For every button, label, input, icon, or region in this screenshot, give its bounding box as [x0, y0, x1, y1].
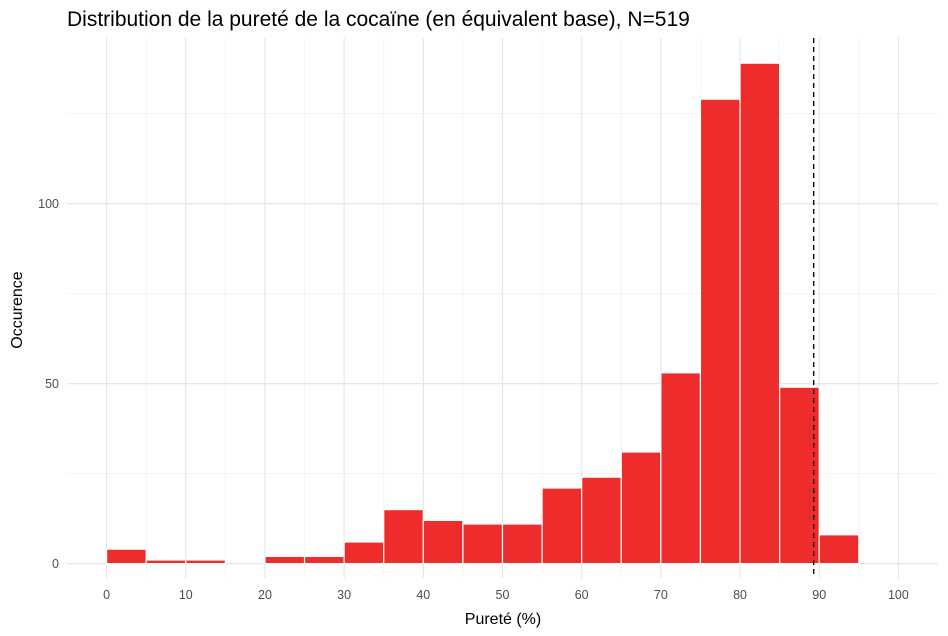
y-axis-title: Occurence [9, 271, 26, 348]
histogram-bar [620, 451, 662, 565]
x-tick-label: 70 [654, 588, 668, 602]
histogram-bar [501, 523, 543, 565]
histogram-bar [303, 555, 345, 565]
x-tick-label: 100 [888, 588, 909, 602]
histogram-bar [105, 548, 147, 565]
histogram-bar [660, 372, 702, 565]
histogram-bar [264, 555, 306, 565]
x-tick-label: 50 [496, 588, 510, 602]
histogram-bar [739, 62, 781, 565]
y-tick-label: 50 [45, 377, 59, 391]
x-tick-label: 20 [258, 588, 272, 602]
chart-title: Distribution de la pureté de la cocaïne … [67, 8, 690, 31]
histogram-bar [541, 487, 583, 565]
histogram-bar [422, 519, 464, 565]
histogram-bar [145, 559, 187, 565]
y-tick-label: 0 [52, 557, 59, 571]
histogram-bar [462, 523, 504, 565]
bars-layer [105, 62, 860, 565]
y-tick-label: 100 [38, 197, 59, 211]
histogram-bar [383, 509, 424, 565]
x-tick-label: 40 [416, 588, 430, 602]
ticks-layer: 0 10 20 30 40 50 60 70 80 90 100 0 50 100 [38, 197, 909, 602]
histogram-bar [343, 541, 385, 565]
histogram-bar [818, 534, 860, 565]
x-tick-label: 30 [337, 588, 351, 602]
x-tick-label: 80 [733, 588, 747, 602]
histogram-bar [581, 476, 622, 565]
histogram-bar [185, 559, 226, 565]
histogram-bar [779, 386, 820, 565]
histogram-bar [699, 98, 741, 565]
x-axis-title: Pureté (%) [465, 611, 541, 628]
x-tick-label: 60 [575, 588, 589, 602]
x-tick-label: 0 [103, 588, 110, 602]
x-tick-label: 10 [179, 588, 193, 602]
x-tick-label: 90 [812, 588, 826, 602]
